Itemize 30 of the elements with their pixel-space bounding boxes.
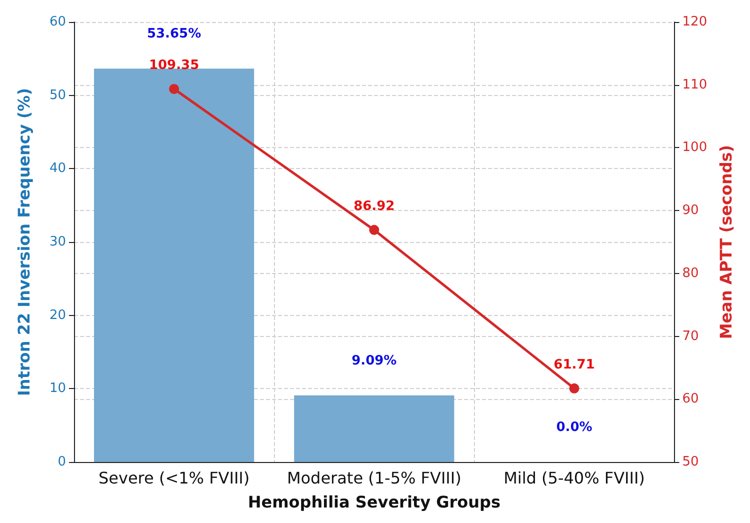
data-label: 9.09%	[352, 353, 397, 368]
y-tick-label: 20	[49, 308, 66, 323]
y2-tick-label: 60	[682, 392, 699, 407]
y2-tick-label: 110	[682, 77, 708, 92]
y-tick-label: 50	[49, 88, 66, 103]
data-label: 61.71	[554, 357, 595, 372]
x-tick-label: Severe (<1% FVIII)	[98, 468, 250, 488]
y-tick-label: 0	[58, 454, 66, 470]
x-tick-label: Mild (5-40% FVIII)	[504, 468, 645, 488]
y-axis-title: Intron 22 Inversion Frequency (%)	[14, 88, 34, 396]
y2-tick-label: 100	[682, 140, 708, 156]
data-label: 86.92	[354, 198, 395, 214]
data-label: 53.65%	[146, 26, 202, 42]
point	[369, 224, 380, 235]
point	[169, 84, 180, 94]
x-tick-label: Moderate (1-5% FVIII)	[286, 468, 462, 488]
y-tick-label: 30	[49, 234, 66, 250]
y-tick-label: 10	[49, 381, 66, 396]
y2-axis-title: Mean APTT (seconds)	[716, 144, 736, 340]
data-label: 109.35	[148, 58, 200, 73]
y2-tick-label: 80	[682, 266, 699, 281]
point	[569, 383, 580, 394]
y-tick-label: 60	[49, 14, 66, 30]
y2-tick-label: 90	[682, 203, 699, 218]
x-axis-title: Hemophilia Severity Groups	[248, 492, 500, 512]
y2-tick-label: 70	[682, 328, 699, 344]
y2-tick-label: 120	[682, 14, 708, 30]
y2-tick-label: 50	[682, 454, 699, 470]
y-tick-label: 40	[49, 161, 66, 176]
data-label: 0.0%	[556, 420, 592, 435]
